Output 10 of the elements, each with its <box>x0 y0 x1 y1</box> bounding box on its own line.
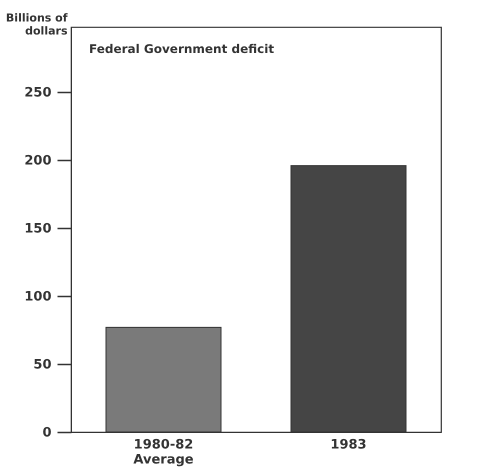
y-tick-label: 50 <box>33 358 52 373</box>
y-tick-label: 250 <box>24 86 52 101</box>
x-tick-label: 1980-82 Average <box>133 438 194 467</box>
text: Federal Government deficit <box>89 42 274 56</box>
x-tick-label: 1983 <box>330 438 367 452</box>
y-tick-label: 100 <box>24 290 52 305</box>
y-axis-title: Billions of dollars <box>6 12 68 38</box>
y-tick-label: 200 <box>24 154 52 169</box>
y-tick-label: 150 <box>24 222 52 237</box>
y-tick-label: 0 <box>42 426 52 440</box>
